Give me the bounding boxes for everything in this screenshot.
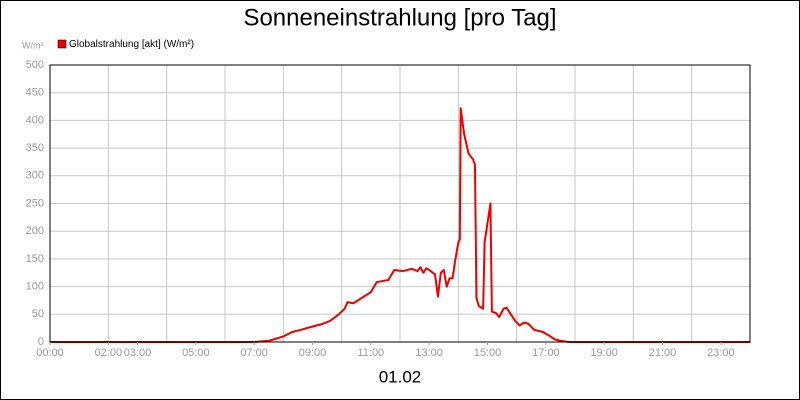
x-tick-label: 02:00: [95, 347, 123, 359]
x-tick-label: 19:00: [590, 347, 618, 359]
y-tick-label: 250: [26, 197, 44, 209]
y-tick-label: 200: [26, 225, 44, 237]
legend-label: Globalstrahlung [akt] (W/m²): [69, 39, 194, 50]
x-tick-label: 15:00: [474, 347, 502, 359]
x-tick-label: 05:00: [182, 347, 210, 359]
data-line: [50, 107, 750, 343]
y-tick-label: 300: [26, 170, 44, 182]
y-tick-label: 450: [26, 87, 44, 99]
y-tick-label: 350: [26, 142, 44, 154]
x-tick-label: 11:00: [357, 347, 384, 359]
x-tick-label: 03:00: [124, 347, 152, 359]
x-tick-label: 00:00: [36, 347, 64, 359]
plot: [50, 107, 750, 343]
legend-swatch: [57, 39, 67, 49]
x-tick-label: 09:00: [299, 347, 327, 359]
x-tick-label: 21:00: [649, 347, 677, 359]
chart-title: Sonneneinstrahlung [pro Tag]: [243, 4, 556, 31]
y-tick-label: 500: [26, 59, 44, 71]
y-tick-label: 100: [26, 281, 44, 293]
x-tick-label: 17:00: [532, 347, 560, 359]
plot-frame: [49, 64, 751, 343]
x-tick-label: 13:00: [415, 347, 443, 359]
x-axis-label: 01.02: [379, 367, 422, 386]
x-tick-label: 23:00: [707, 347, 735, 359]
x-tick-label: 07:00: [240, 347, 268, 359]
y-tick-label: 0: [38, 336, 44, 348]
y-tick-label: 400: [26, 114, 44, 126]
y-tick-label: 150: [26, 253, 44, 265]
y-unit: W/m²: [22, 40, 44, 50]
y-tick-label: 50: [32, 308, 44, 320]
